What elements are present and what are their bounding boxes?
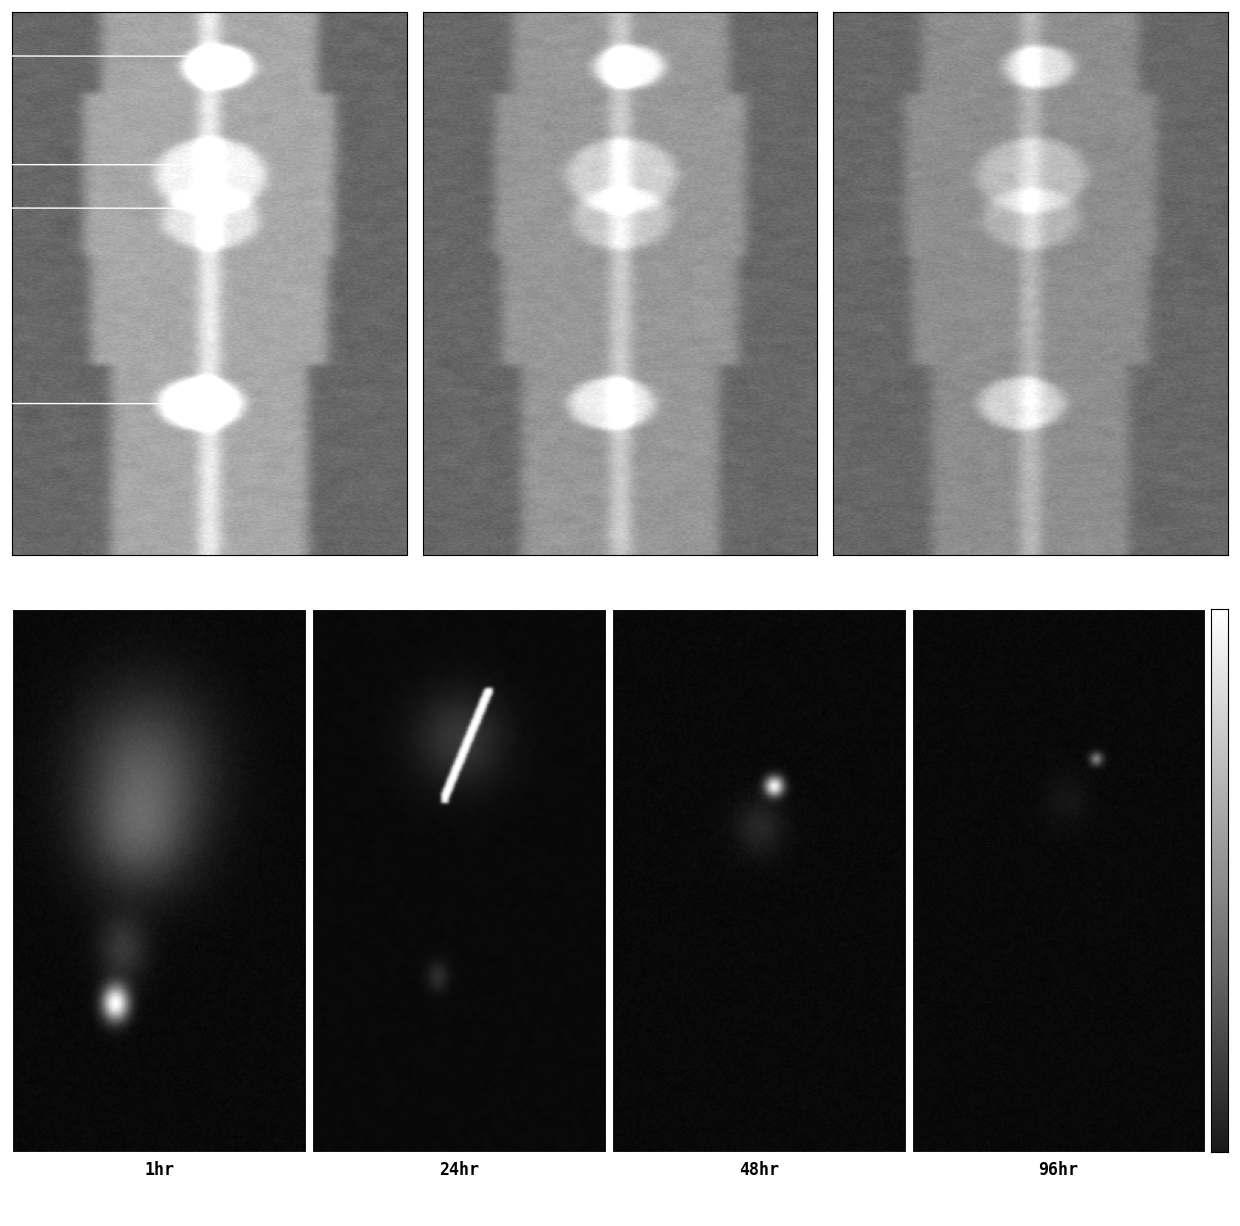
X-axis label: 96hr: 96hr (1039, 1161, 1079, 1178)
Text: HEART: HEART (0, 49, 216, 63)
Text: BLADDER: BLADDER (0, 396, 188, 411)
X-axis label: 1hr: 1hr (144, 1161, 175, 1178)
X-axis label: 24hr: 24hr (439, 1161, 479, 1178)
Text: BOWEL: BOWEL (0, 157, 188, 172)
X-axis label: 48hr: 48hr (739, 1161, 779, 1178)
Text: LIVER: LIVER (0, 201, 188, 215)
